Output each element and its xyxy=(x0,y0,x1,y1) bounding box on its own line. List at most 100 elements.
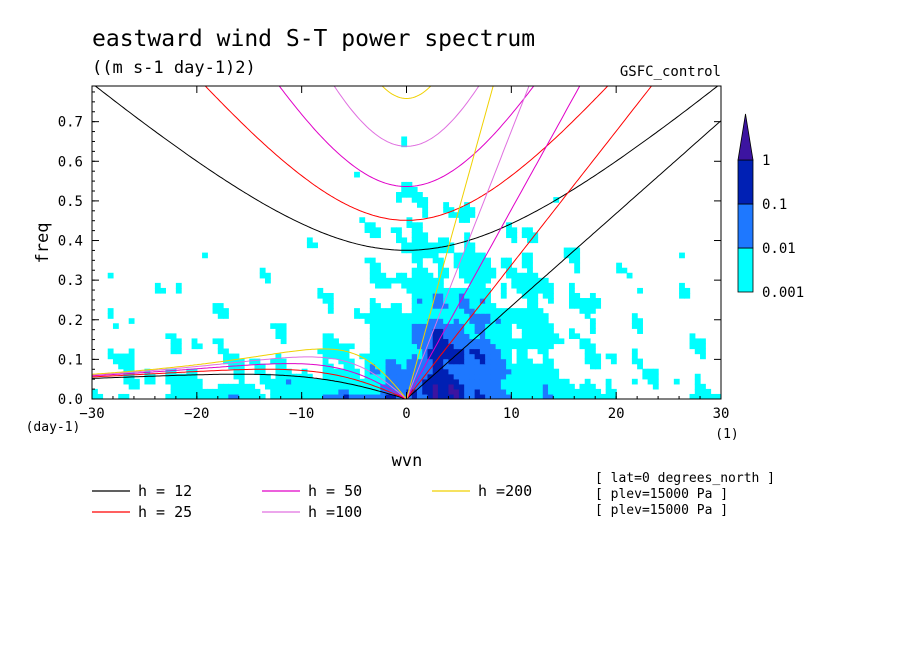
power-cell xyxy=(369,378,376,385)
power-cell xyxy=(128,378,135,385)
power-cell xyxy=(338,343,345,350)
power-cell xyxy=(406,313,413,319)
power-cell xyxy=(511,318,518,324)
power-cell xyxy=(542,313,549,319)
power-cell xyxy=(474,388,481,395)
power-cell xyxy=(401,282,408,289)
power-cell xyxy=(186,393,193,399)
power-cell xyxy=(469,212,476,218)
power-cell xyxy=(259,267,266,274)
power-cell xyxy=(427,358,434,365)
power-cell xyxy=(375,383,381,390)
power-cell xyxy=(464,207,470,213)
power-cell xyxy=(453,212,460,218)
power-cell xyxy=(589,348,596,355)
power-cell xyxy=(406,363,413,370)
power-cell xyxy=(532,237,539,244)
power-cell xyxy=(495,348,502,355)
y-tick-label: 0.3 xyxy=(58,273,83,289)
power-cell xyxy=(485,323,491,329)
power-cell xyxy=(217,303,224,309)
power-cell xyxy=(411,338,418,345)
power-cell xyxy=(495,343,502,350)
y-axis-ticks: 0.0 0.1 0.2 0.3 0.4 0.5 0.6 0.7 xyxy=(58,91,721,408)
power-cell xyxy=(548,298,554,304)
power-cell xyxy=(542,318,549,324)
power-cell xyxy=(348,393,355,399)
power-cell xyxy=(264,383,271,390)
power-cell xyxy=(275,383,282,390)
power-cell xyxy=(563,378,570,385)
power-cell xyxy=(401,136,408,143)
power-cell xyxy=(422,267,429,274)
power-cell xyxy=(479,383,486,390)
power-cell xyxy=(427,287,434,294)
power-cell xyxy=(469,247,476,254)
power-cell xyxy=(123,373,130,380)
power-cell xyxy=(416,202,423,208)
power-cell xyxy=(548,287,554,294)
power-cell xyxy=(495,393,502,399)
power-cell xyxy=(474,348,481,355)
power-cell xyxy=(427,363,434,370)
power-cell xyxy=(469,363,476,370)
power-cell xyxy=(642,373,649,380)
power-cell xyxy=(506,257,512,264)
power-cell xyxy=(464,257,470,264)
power-cell xyxy=(521,313,528,319)
power-cell xyxy=(506,348,512,355)
power-cell xyxy=(448,333,455,340)
power-cell xyxy=(238,373,245,380)
power-cell xyxy=(427,252,434,259)
power-cell xyxy=(464,323,470,329)
power-cell xyxy=(694,373,701,380)
power-cell xyxy=(584,353,591,360)
power-cell xyxy=(448,373,455,380)
power-cell xyxy=(380,373,387,380)
power-cell xyxy=(453,383,460,390)
power-cell xyxy=(506,227,512,233)
power-cell xyxy=(490,313,497,319)
power-cell xyxy=(217,388,224,395)
power-cell xyxy=(380,368,387,375)
power-cell xyxy=(301,393,308,399)
power-cell xyxy=(600,393,607,399)
power-cell xyxy=(416,333,423,340)
power-cell xyxy=(411,237,418,244)
power-cell xyxy=(469,262,476,269)
power-cell xyxy=(542,393,549,399)
power-cell xyxy=(375,343,381,350)
power-cell xyxy=(432,277,439,284)
power-cell xyxy=(343,378,350,385)
power-cell xyxy=(327,348,334,355)
power-cell xyxy=(422,207,429,213)
power-cell xyxy=(479,292,486,299)
y-unit-label: (day-1) xyxy=(26,420,81,435)
power-cell xyxy=(521,353,528,360)
power-cell xyxy=(233,368,240,375)
power-cell xyxy=(474,262,481,269)
power-cell xyxy=(401,186,408,193)
power-cell xyxy=(432,252,439,259)
power-cell xyxy=(333,373,339,380)
power-cell xyxy=(217,383,224,390)
power-cell xyxy=(437,338,444,345)
power-cell xyxy=(165,378,172,385)
power-cell xyxy=(490,388,497,395)
power-cell xyxy=(369,353,376,360)
power-cell xyxy=(416,292,423,299)
power-cell xyxy=(427,308,434,314)
power-cell xyxy=(548,373,554,380)
power-cell xyxy=(118,358,125,365)
power-cell xyxy=(516,383,523,390)
power-cell xyxy=(217,338,224,345)
power-cell xyxy=(448,363,455,370)
power-cell xyxy=(380,313,387,319)
power-cell xyxy=(364,353,371,360)
power-cell xyxy=(322,378,329,385)
power-cell xyxy=(469,207,476,213)
y-tick-label: 0.4 xyxy=(58,234,83,250)
power-cell xyxy=(369,262,376,269)
power-cell xyxy=(537,373,544,380)
power-cell xyxy=(364,368,371,375)
